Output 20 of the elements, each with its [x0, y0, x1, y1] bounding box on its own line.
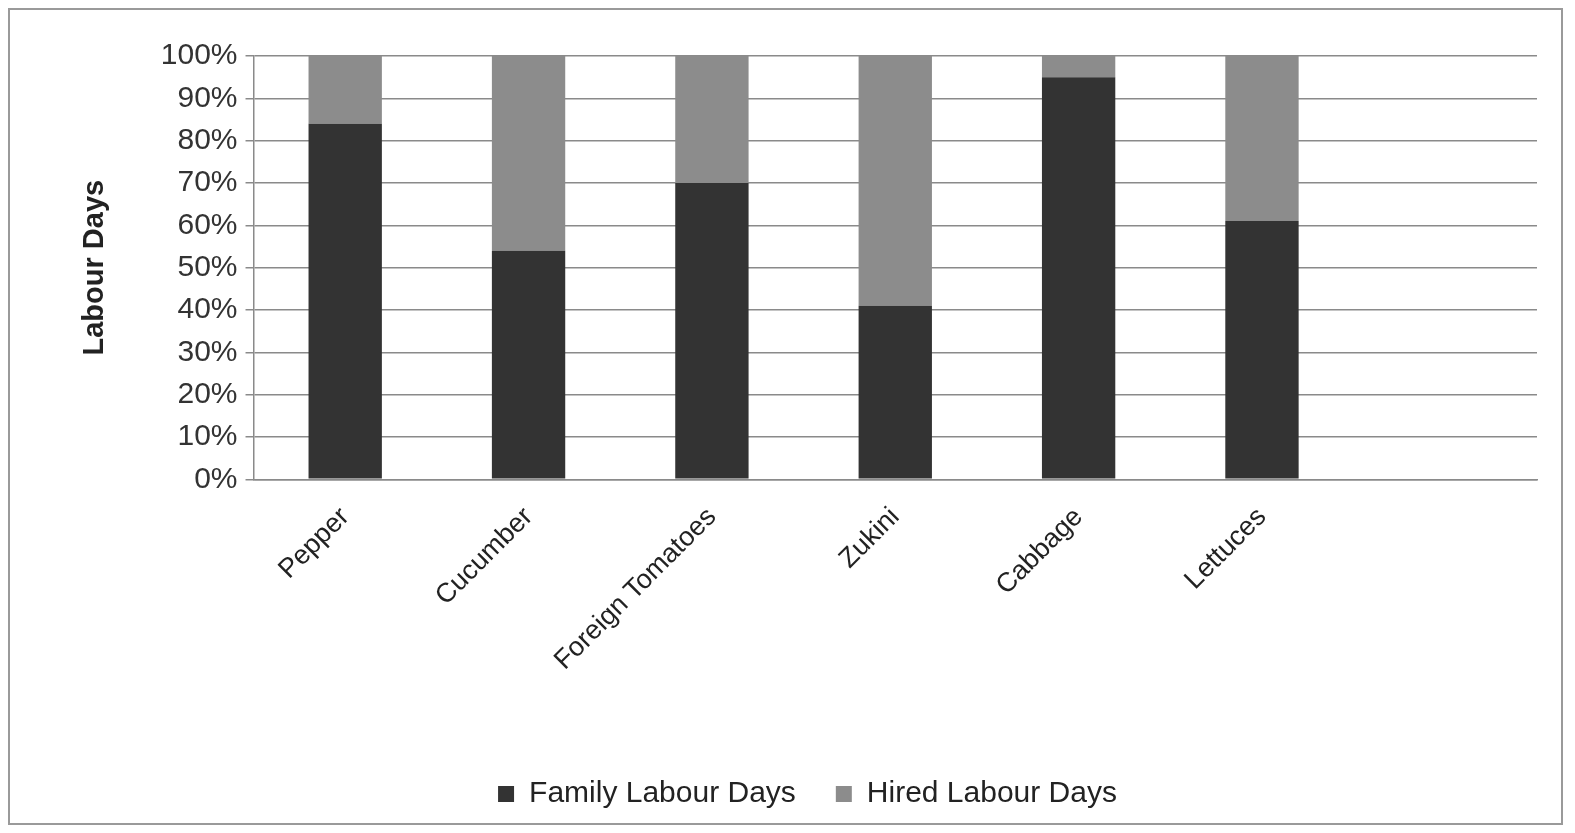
- y-tick-label: 30%: [177, 333, 238, 367]
- bar: [858, 305, 932, 479]
- bar: [308, 123, 382, 479]
- y-tick-label: 90%: [177, 79, 238, 113]
- bar: [491, 250, 566, 479]
- y-tick-label: 60%: [177, 206, 238, 240]
- bar: [1225, 221, 1299, 479]
- y-tick-label: 40%: [177, 291, 238, 325]
- bar: [1041, 77, 1116, 479]
- legend-label: Hired Labour Days: [866, 775, 1117, 809]
- y-axis-title: Labour Days: [77, 179, 110, 356]
- bar: [675, 182, 749, 479]
- y-tick-label: 70%: [177, 164, 238, 198]
- y-tick-label: 80%: [177, 121, 238, 155]
- y-tick-label: 0%: [194, 460, 238, 494]
- y-tick-label: 100%: [160, 37, 238, 71]
- y-tick-label: 20%: [177, 375, 238, 409]
- y-tick-label: 10%: [177, 418, 238, 452]
- legend-label: Family Labour Days: [529, 775, 796, 809]
- y-tick-label: 50%: [177, 248, 238, 282]
